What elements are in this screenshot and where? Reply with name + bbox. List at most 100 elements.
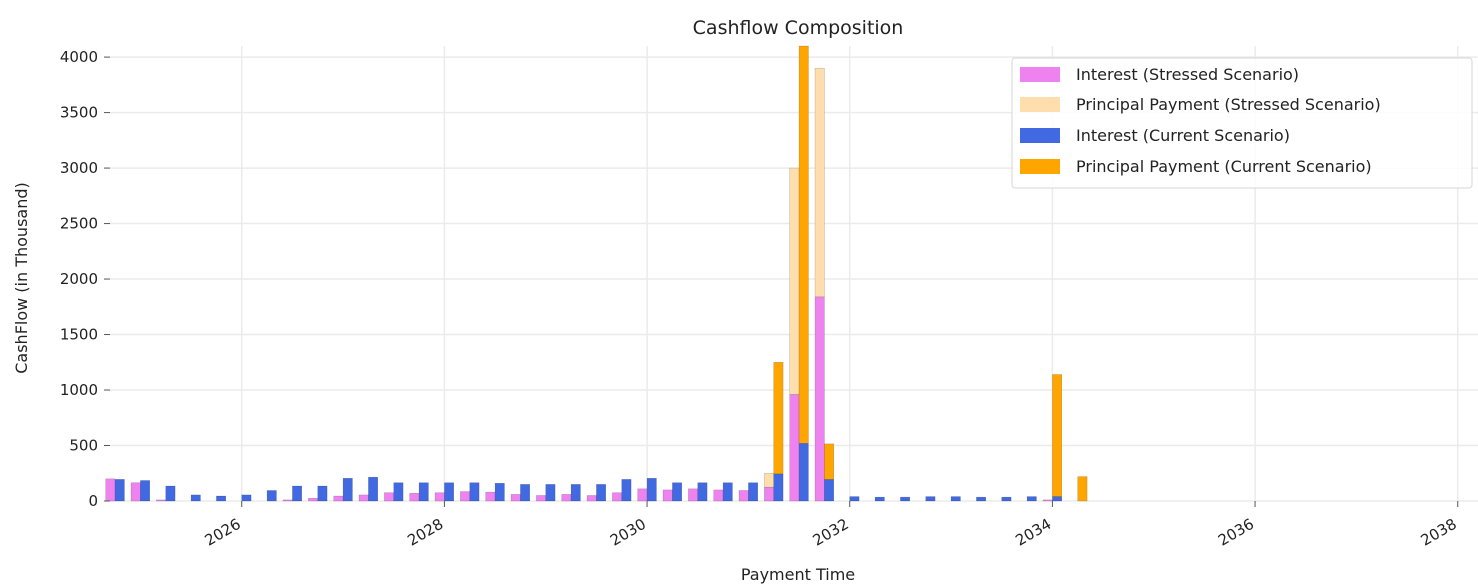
legend-label-principal-stressed: Principal Payment (Stressed Scenario)	[1076, 95, 1381, 114]
bar-interest-current	[545, 484, 556, 502]
x-axis-title: Payment Time	[741, 565, 855, 584]
bar-interest-current	[950, 496, 961, 502]
bar-interest-current	[596, 484, 607, 502]
bar-interest-stressed	[282, 499, 293, 502]
bar-interest-stressed	[738, 490, 749, 502]
chart-title: Cashflow Composition	[693, 17, 904, 39]
bar-interest-current	[241, 494, 252, 502]
bar-interest-current	[292, 485, 303, 502]
legend-label-principal-current: Principal Payment (Current Scenario)	[1076, 157, 1372, 176]
bar-interest-stressed	[764, 486, 774, 502]
bar-interest-current	[114, 479, 125, 502]
bar-principal-current	[798, 45, 809, 444]
bar-interest-current	[976, 496, 987, 502]
bar-interest-current	[798, 443, 809, 502]
bar-interest-current	[342, 478, 353, 502]
bar-interest-current	[824, 479, 835, 502]
bar-interest-stressed	[434, 492, 445, 502]
bar-interest-current	[165, 485, 176, 502]
bar-interest-stressed	[485, 491, 496, 502]
bar-interest-current	[773, 473, 784, 502]
y-tick-label: 500	[69, 437, 98, 455]
bar-interest-stressed	[105, 478, 116, 502]
legend: Interest (Stressed Scenario) Principal P…	[1011, 57, 1473, 189]
bar-interest-current	[621, 479, 632, 502]
bar-principal-current	[1052, 374, 1063, 497]
y-tick-label: 1000	[60, 381, 98, 399]
bar-interest-current	[900, 496, 911, 502]
x-tick-label: 2026	[202, 515, 244, 550]
bar-interest-current	[570, 484, 581, 502]
y-tick-label: 4000	[60, 48, 98, 66]
bar-principal-stressed	[814, 67, 825, 298]
bar-interest-stressed	[1042, 499, 1053, 502]
y-tick-label: 2500	[60, 215, 98, 233]
bar-interest-current	[849, 496, 860, 502]
y-tick-label: 2000	[60, 270, 98, 288]
bar-interest-current	[216, 495, 227, 502]
bar-interest-current	[925, 496, 936, 502]
bar-interest-current	[697, 482, 708, 502]
x-tick-label: 2028	[404, 515, 446, 550]
bar-interest-current	[874, 496, 885, 502]
bar-interest-stressed	[333, 495, 344, 502]
bar-principal-stressed	[764, 473, 774, 488]
bar-interest-current	[1026, 496, 1037, 502]
bar-interest-current	[444, 482, 455, 502]
bar-principal-current	[773, 362, 784, 475]
bar-interest-current	[1001, 496, 1012, 502]
bar-interest-stressed	[688, 488, 698, 502]
bar-interest-current	[494, 482, 505, 502]
bar-principal-current	[824, 443, 835, 480]
x-tick-label: 2032	[810, 515, 852, 550]
legend-swatch-principal-current	[1020, 159, 1060, 174]
bar-interest-stressed	[308, 497, 318, 502]
bar-interest-stressed	[814, 296, 825, 502]
y-axis-title: CashFlow (in Thousand)	[12, 182, 31, 374]
legend-label-interest-stressed: Interest (Stressed Scenario)	[1076, 65, 1299, 84]
bar-interest-current	[317, 485, 328, 502]
legend-frame	[1011, 57, 1473, 189]
bar-interest-stressed	[586, 495, 597, 502]
bar-interest-stressed	[789, 394, 800, 502]
bar-interest-current	[418, 482, 429, 502]
bar-interest-stressed	[460, 491, 470, 502]
bar-interest-stressed	[384, 492, 394, 502]
bar-interest-current	[672, 482, 683, 502]
bar-interest-current	[190, 494, 201, 502]
bar-interest-stressed	[156, 499, 166, 502]
bar-interest-current	[393, 482, 404, 502]
bar-interest-current	[722, 482, 733, 502]
y-tick-label: 0	[88, 492, 98, 510]
x-tick-label: 2034	[1012, 515, 1054, 550]
legend-swatch-interest-current	[1020, 128, 1060, 143]
bar-interest-stressed	[612, 492, 622, 502]
bar-interest-current	[748, 482, 759, 502]
y-tick-label: 3000	[60, 159, 98, 177]
bar-interest-stressed	[409, 492, 420, 502]
bar-principal-stressed	[789, 167, 800, 395]
x-tick-label: 2038	[1418, 515, 1460, 550]
legend-label-interest-current: Interest (Current Scenario)	[1076, 126, 1290, 145]
bar-interest-stressed	[536, 495, 546, 502]
bar-interest-current	[140, 480, 151, 502]
legend-swatch-interest-stressed	[1020, 67, 1060, 82]
bar-interest-stressed	[510, 494, 521, 502]
bar-interest-current	[469, 482, 480, 502]
bar-interest-stressed	[637, 488, 648, 502]
x-tick-label: 2030	[607, 515, 649, 550]
bar-interest-stressed	[561, 494, 572, 502]
bar-interest-current	[646, 478, 657, 502]
bar-interest-stressed	[662, 489, 673, 502]
bar-interest-current	[368, 476, 379, 502]
bar-interest-stressed	[358, 494, 369, 502]
bar-principal-current	[1077, 476, 1088, 502]
y-tick-label: 3500	[60, 104, 98, 122]
legend-swatch-principal-stressed	[1020, 97, 1060, 112]
bar-interest-stressed	[130, 482, 141, 502]
bar-interest-current	[520, 484, 531, 502]
bars	[105, 45, 1088, 502]
bar-interest-stressed	[713, 489, 724, 502]
